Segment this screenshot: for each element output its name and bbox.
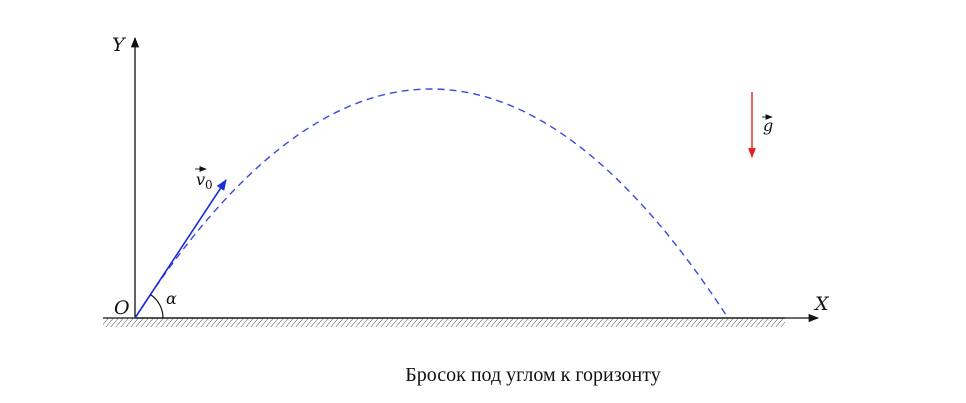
gravity-label: g <box>762 114 773 135</box>
diagram-caption: Бросок под углом к горизонту <box>405 364 661 386</box>
x-axis-label: X <box>813 293 830 315</box>
gravity-symbol: g <box>763 116 773 135</box>
angle-arc <box>150 294 164 319</box>
y-axis-label: Y <box>112 34 127 56</box>
trajectory-curve <box>134 88 729 319</box>
ground-hatching <box>103 318 785 327</box>
velocity-symbol: v <box>196 170 205 189</box>
origin-label: O <box>114 297 130 319</box>
svg-text:v0: v0 <box>196 170 213 192</box>
velocity-vector <box>134 179 227 319</box>
angle-label: α <box>166 289 177 308</box>
velocity-label: v0 <box>195 166 213 192</box>
velocity-subscript: 0 <box>205 178 213 192</box>
